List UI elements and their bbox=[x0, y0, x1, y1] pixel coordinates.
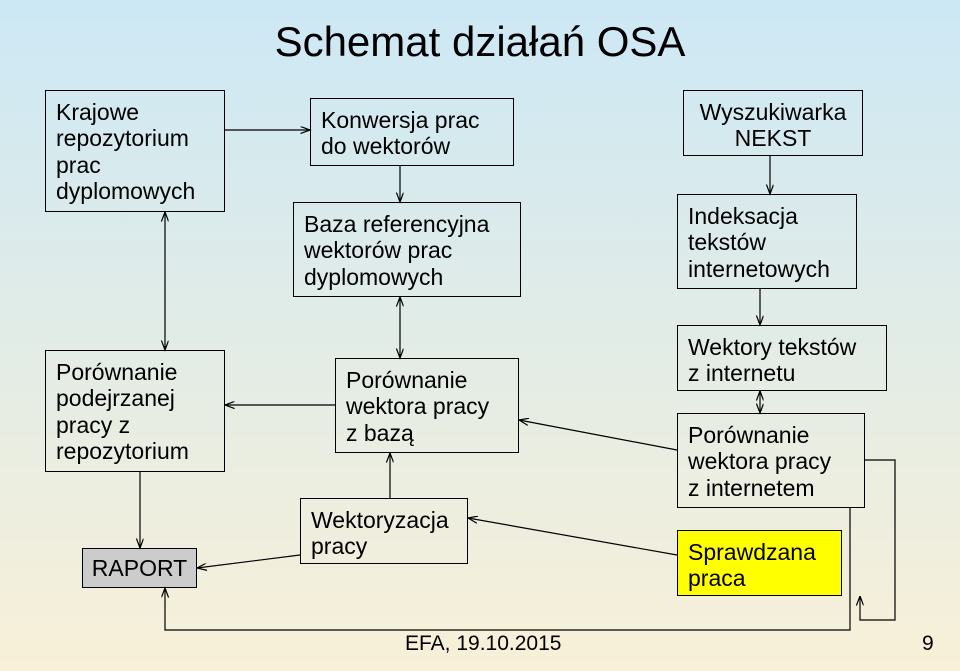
box-sprawdzana: Sprawdzanapraca bbox=[677, 530, 842, 596]
box-porownanie-podejrzanej-label: Porównaniepodejrzanejpracy zrepozytorium bbox=[56, 359, 189, 465]
box-krajowe-label: Krajowerepozytoriumpracdyplomowych bbox=[56, 99, 195, 205]
box-indeksacja-label: Indeksacjatekstówinternetowych bbox=[688, 203, 830, 282]
box-wyszukiwarka: WyszukiwarkaNEKST bbox=[683, 90, 863, 156]
box-porownanie-internet: Porównaniewektora pracyz internetem bbox=[677, 413, 865, 508]
box-wyszukiwarka-label: WyszukiwarkaNEKST bbox=[694, 99, 852, 152]
box-krajowe: Krajowerepozytoriumpracdyplomowych bbox=[45, 90, 225, 212]
box-porownanie-internet-label: Porównaniewektora pracyz internetem bbox=[688, 422, 831, 501]
footer-text: EFA, 19.10.2015 bbox=[405, 632, 561, 656]
box-sprawdzana-label: Sprawdzanapraca bbox=[688, 539, 816, 592]
box-baza-ref-label: Baza referencyjnawektorów pracdyplomowyc… bbox=[304, 211, 489, 290]
box-porownanie-podejrzanej: Porównaniepodejrzanejpracy zrepozytorium bbox=[45, 350, 225, 472]
page-title: Schemat działań OSA bbox=[0, 18, 960, 66]
box-raport-label: RAPORT bbox=[92, 555, 187, 581]
page-number: 9 bbox=[922, 632, 934, 656]
box-konwersja-label: Konwersja pracdo wektorów bbox=[321, 107, 480, 160]
box-wektory-internet: Wektory tekstówz internetu bbox=[677, 325, 887, 391]
box-wektory-internet-label: Wektory tekstówz internetu bbox=[688, 334, 856, 387]
box-wektoryzacja-label: Wektoryzacjapracy bbox=[311, 507, 449, 560]
box-baza-ref: Baza referencyjnawektorów pracdyplomowyc… bbox=[293, 202, 521, 297]
box-porownanie-wektora-baza-label: Porównaniewektora pracyz bazą bbox=[346, 367, 489, 446]
box-porownanie-wektora-baza: Porównaniewektora pracyz bazą bbox=[335, 358, 519, 453]
box-konwersja: Konwersja pracdo wektorów bbox=[310, 98, 514, 166]
box-wektoryzacja: Wektoryzacjapracy bbox=[300, 498, 468, 564]
box-raport: RAPORT bbox=[82, 548, 197, 588]
box-indeksacja: Indeksacjatekstówinternetowych bbox=[677, 194, 857, 289]
